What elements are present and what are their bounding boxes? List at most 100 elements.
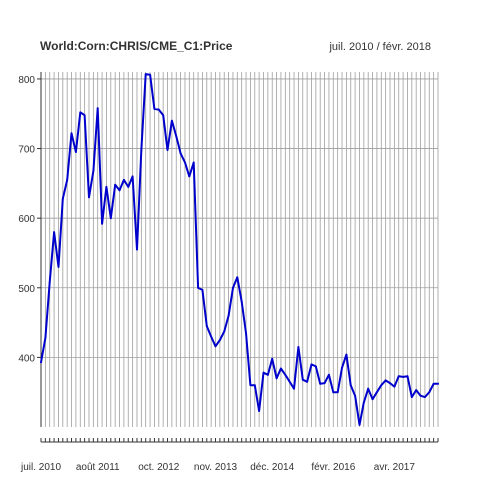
data-point [48, 281, 51, 284]
data-point [127, 186, 130, 188]
y-tick-label: 600 [18, 214, 35, 225]
data-point [92, 169, 95, 172]
data-point [245, 332, 247, 334]
data-point [240, 300, 243, 303]
data-point [70, 132, 73, 135]
x-tick-label: déc. 2014 [250, 462, 294, 473]
data-point [144, 73, 147, 75]
data-point [57, 266, 60, 268]
data-point [380, 384, 383, 387]
data-point [371, 398, 374, 401]
data-point [297, 346, 300, 348]
grid-lines [40, 72, 439, 427]
data-point [314, 365, 317, 368]
data-point [109, 217, 112, 220]
data-point [44, 337, 47, 339]
x-tick-label: oct. 2012 [138, 462, 180, 473]
data-point [96, 107, 99, 110]
data-point [223, 330, 226, 333]
x-tick-label: avr. 2017 [374, 462, 416, 473]
data-point [179, 152, 182, 155]
data-point [310, 363, 313, 366]
chart-title: World:Corn:CHRIS/CME_C1:Price [40, 39, 233, 53]
data-point [188, 175, 191, 178]
data-point [271, 357, 274, 360]
axes: 400 500 600 700 800 juil. 2010 août 2011 oct. 2… [18, 72, 439, 473]
data-point [171, 119, 173, 122]
data-point [184, 161, 186, 164]
data-point [249, 384, 252, 387]
data-point [201, 289, 204, 291]
data-point [136, 248, 138, 251]
data-point [280, 367, 282, 370]
data-point [66, 179, 69, 181]
data-point [288, 380, 291, 383]
data-point [354, 394, 356, 397]
data-point [131, 175, 134, 178]
data-point [275, 377, 278, 380]
data-point [258, 410, 260, 412]
data-point [83, 114, 86, 117]
data-point [349, 384, 352, 387]
data-point [328, 373, 330, 376]
y-tick-label: 700 [18, 145, 35, 156]
x-tick-label: nov. 2013 [194, 462, 238, 473]
data-point [267, 373, 269, 376]
data-point [424, 396, 426, 398]
data-point [384, 379, 387, 382]
data-point [253, 384, 256, 387]
y-tick-label: 500 [18, 284, 35, 295]
data-point [140, 149, 143, 152]
data-point [419, 394, 422, 397]
data-point [236, 276, 239, 279]
data-point [301, 378, 304, 381]
series-line [40, 73, 439, 426]
data-point [157, 108, 160, 111]
data-point [232, 286, 234, 289]
data-point [118, 189, 121, 192]
data-point [358, 424, 361, 426]
data-point [175, 135, 178, 137]
data-point [210, 335, 213, 338]
data-point [415, 389, 418, 391]
data-point [406, 375, 409, 378]
data-point [101, 222, 103, 225]
y-tick-label: 800 [18, 75, 35, 86]
data-point [88, 196, 90, 199]
data-point [79, 111, 82, 114]
data-point [293, 387, 295, 390]
data-point [319, 382, 322, 385]
data-point [367, 387, 370, 390]
data-point [393, 385, 396, 388]
x-tick-label: août 2011 [76, 462, 120, 473]
data-point [306, 380, 308, 383]
data-point [410, 396, 413, 398]
series-layer [40, 73, 439, 426]
data-point [376, 391, 378, 394]
data-point [166, 149, 169, 151]
x-tick-label: févr. 2016 [311, 462, 355, 473]
data-point [114, 183, 117, 186]
data-point [345, 353, 348, 356]
x-tick-label: juil. 2010 [20, 462, 61, 473]
data-point [105, 186, 108, 188]
data-point [214, 345, 217, 348]
data-point [437, 382, 439, 385]
data-point [389, 382, 391, 384]
data-point [428, 391, 431, 394]
data-point [123, 179, 125, 181]
data-point [53, 231, 55, 234]
data-point [432, 382, 435, 385]
data-point [336, 391, 339, 394]
data-point [192, 161, 195, 164]
data-point [402, 376, 404, 378]
data-point [284, 373, 287, 376]
data-point [197, 286, 200, 289]
data-point [75, 151, 77, 153]
data-point [205, 325, 208, 327]
data-point [61, 197, 64, 200]
data-point [362, 401, 365, 404]
data-point [332, 391, 335, 394]
